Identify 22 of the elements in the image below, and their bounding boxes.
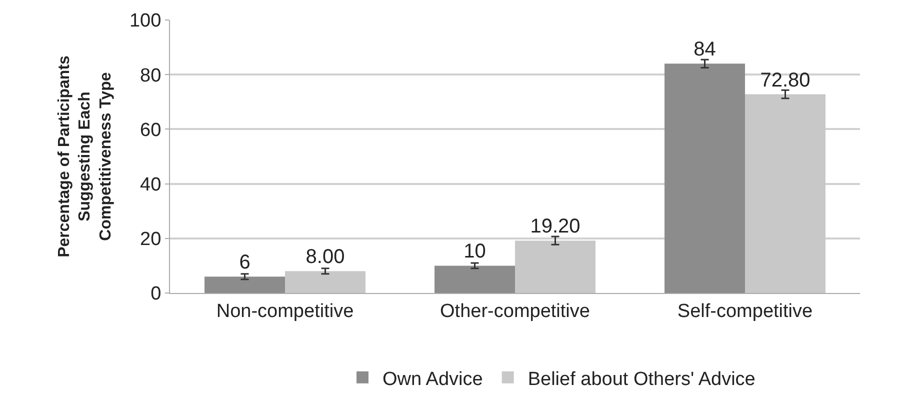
y-tick-label: 40 [140,174,162,196]
x-tick-label: Non-competitive [216,300,354,322]
x-tick-label: Self-competitive [677,300,813,322]
y-tick-label: 100 [129,10,162,32]
data-label: 8.00 [306,246,345,268]
bar [204,276,285,293]
bar [664,64,745,293]
x-tick-label: Other-competitive [440,300,590,322]
y-tick-label: 20 [140,229,162,250]
data-label: 84 [694,38,716,61]
y-tick-label: 60 [140,120,162,141]
y-tick-label: 80 [140,65,162,86]
legend-label: Belief about Others' Advice [528,368,756,390]
bar [285,271,366,293]
legend-label: Own Advice [382,368,483,390]
y-tick-label: 0 [150,284,162,305]
data-label: 19.20 [530,216,580,238]
y-axis-title: Percentage of Participants Suggesting Each Competitiveness Type [56,55,114,258]
bar [434,266,515,293]
data-label: 10 [464,240,486,263]
data-label: 72.80 [760,69,810,92]
data-label: 6 [239,252,250,274]
